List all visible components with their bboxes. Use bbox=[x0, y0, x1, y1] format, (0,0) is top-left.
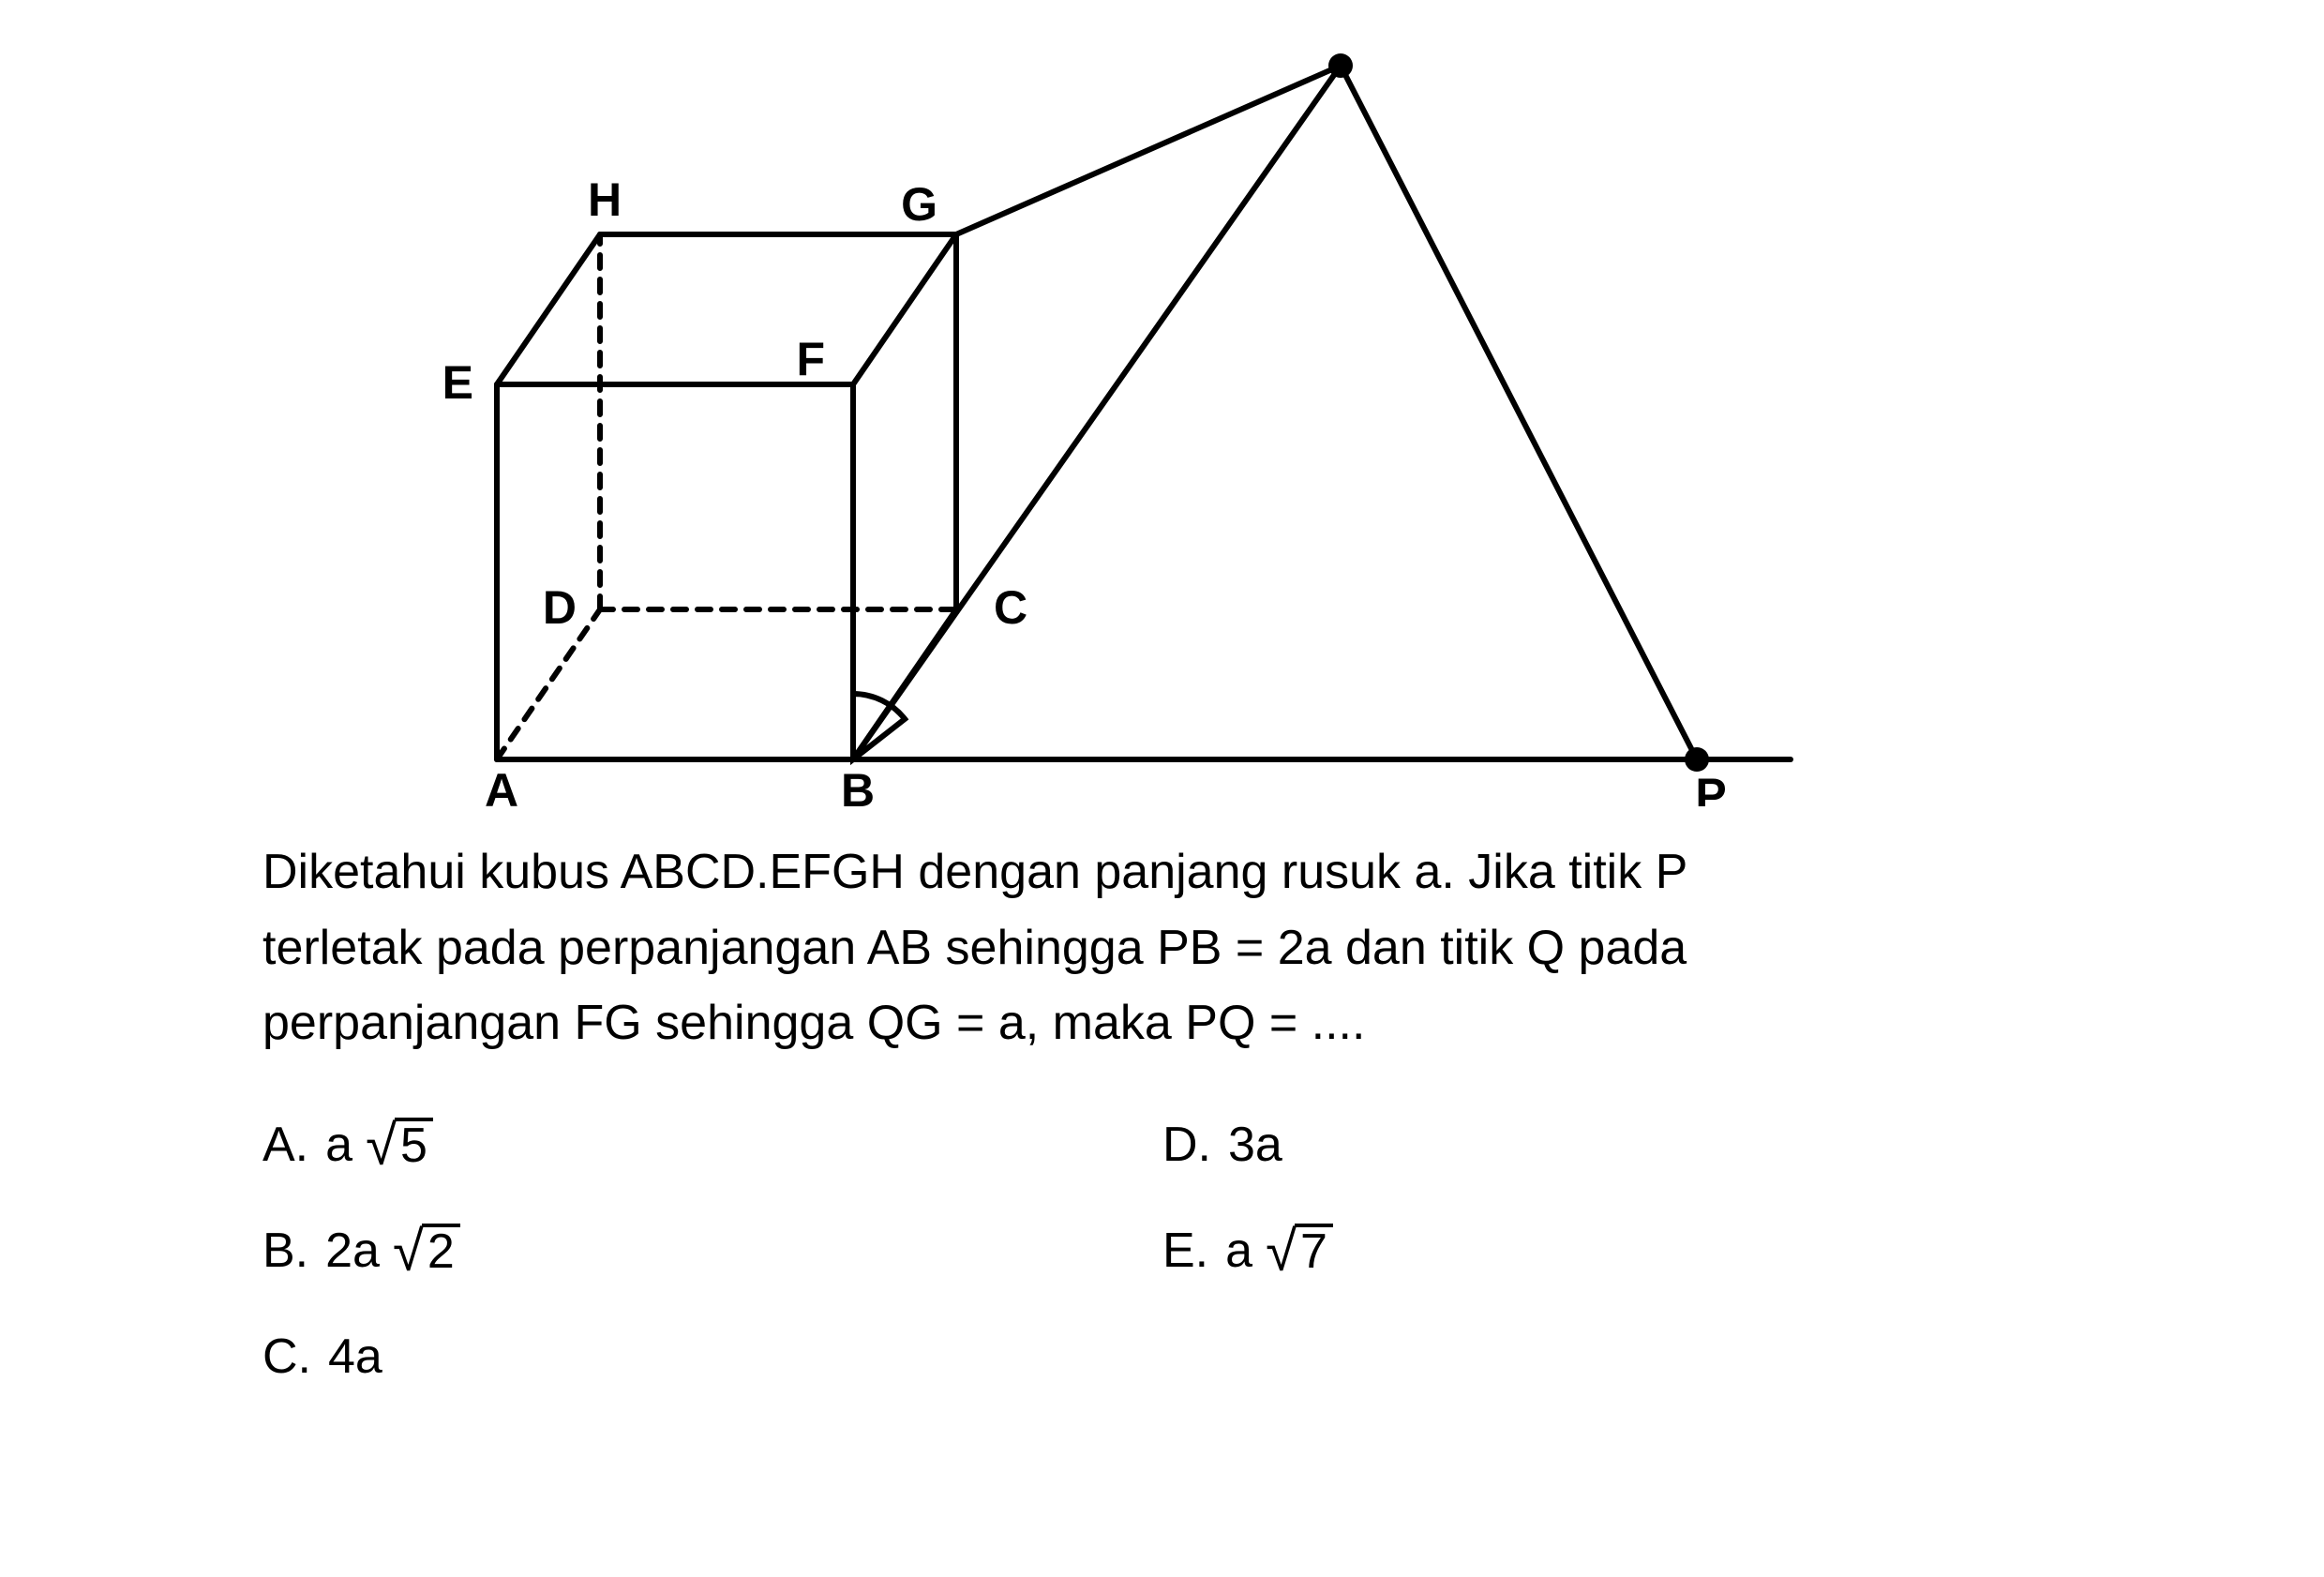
svg-text:A: A bbox=[485, 764, 518, 806]
svg-text:P: P bbox=[1695, 769, 1726, 806]
option-c: C. 4a bbox=[262, 1318, 1162, 1396]
geometry-figure: A B C D E F G H P bbox=[412, 38, 1912, 806]
option-e-radicand: 7 bbox=[1295, 1224, 1333, 1276]
option-d-before: 3a bbox=[1228, 1106, 1282, 1184]
option-e-letter: E. bbox=[1162, 1212, 1208, 1290]
option-b-radicand: 2 bbox=[422, 1224, 460, 1276]
option-a-letter: A. bbox=[262, 1106, 308, 1184]
option-b-letter: B. bbox=[262, 1212, 308, 1290]
svg-text:H: H bbox=[588, 173, 622, 226]
sqrt-icon: √ 2 bbox=[393, 1224, 460, 1280]
question-line-2: terletak pada perpanjangan AB sehingga P… bbox=[262, 910, 2062, 986]
option-e-before: a bbox=[1225, 1212, 1252, 1290]
option-d-letter: D. bbox=[1162, 1106, 1211, 1184]
svg-text:C: C bbox=[994, 581, 1027, 634]
question-line-1: Diketahui kubus ABCD.EFGH dengan panjang… bbox=[262, 834, 2062, 910]
option-c-before: 4a bbox=[328, 1318, 382, 1396]
radical-icon: √ bbox=[1266, 1224, 1297, 1280]
option-a: A. a √ 5 bbox=[262, 1106, 1162, 1184]
option-a-radicand: 5 bbox=[395, 1118, 433, 1170]
option-b-before: 2a bbox=[325, 1212, 380, 1290]
option-a-before: a bbox=[325, 1106, 352, 1184]
radical-icon: √ bbox=[393, 1224, 424, 1280]
sqrt-icon: √ 7 bbox=[1266, 1224, 1333, 1280]
svg-text:F: F bbox=[796, 333, 825, 385]
radical-icon: √ bbox=[366, 1118, 397, 1174]
option-e: E. a √ 7 bbox=[1162, 1212, 2062, 1290]
svg-text:B: B bbox=[841, 764, 875, 806]
question-text-block: Diketahui kubus ABCD.EFGH dengan panjang… bbox=[262, 834, 2062, 1061]
option-d: D. 3a bbox=[1162, 1106, 2062, 1184]
option-c-letter: C. bbox=[262, 1318, 311, 1396]
svg-text:G: G bbox=[901, 178, 937, 231]
option-b: B. 2a √ 2 bbox=[262, 1212, 1162, 1290]
sqrt-icon: √ 5 bbox=[366, 1118, 433, 1174]
svg-text:E: E bbox=[442, 356, 473, 409]
answer-options: A. a √ 5 D. 3a B. 2a √ 2 E. a √ 7 C. 4a bbox=[262, 1106, 2062, 1397]
question-line-3: perpanjangan FG sehingga QG = a, maka PQ… bbox=[262, 985, 2062, 1061]
svg-text:D: D bbox=[543, 581, 577, 634]
cube-svg: A B C D E F G H P bbox=[412, 38, 1912, 806]
